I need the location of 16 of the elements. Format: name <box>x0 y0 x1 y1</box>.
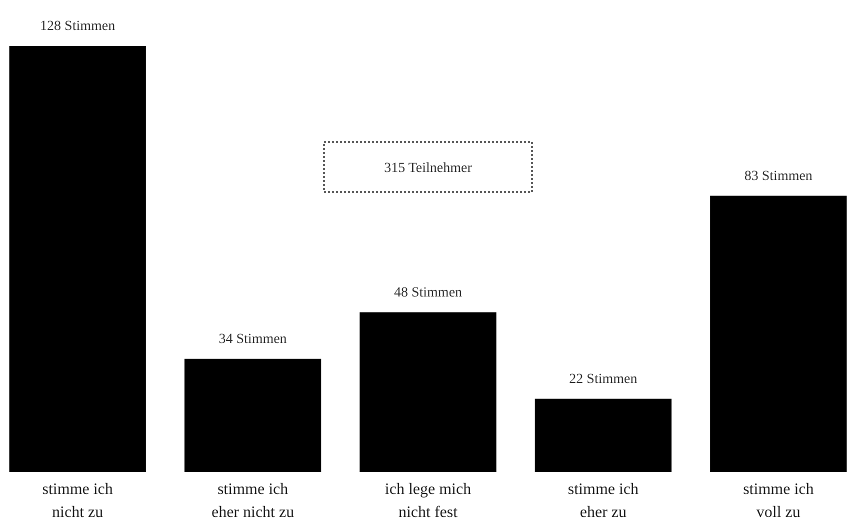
x-tick-label: ich lege mich nicht fest <box>384 481 472 521</box>
data-label: 83 Stimmen <box>744 168 812 184</box>
bar <box>710 196 847 472</box>
x-tick-label: stimme ich eher zu <box>568 481 639 521</box>
data-label: 128 Stimmen <box>40 19 116 34</box>
data-label: 34 Stimmen <box>218 332 287 347</box>
bar <box>184 358 322 472</box>
x-tick-label: stimme ich eher nicht zu <box>211 481 294 521</box>
bar <box>534 398 672 472</box>
x-tick-label: stimme ich voll zu <box>743 481 814 521</box>
bar <box>360 312 496 472</box>
bar <box>9 46 146 472</box>
data-label: 22 Stimmen <box>569 372 638 387</box>
data-label: 48 Stimmen <box>394 285 462 300</box>
x-tick-label: stimme ich nicht zu <box>42 481 113 521</box>
annotation: 315 Teilnehmer <box>384 161 472 176</box>
